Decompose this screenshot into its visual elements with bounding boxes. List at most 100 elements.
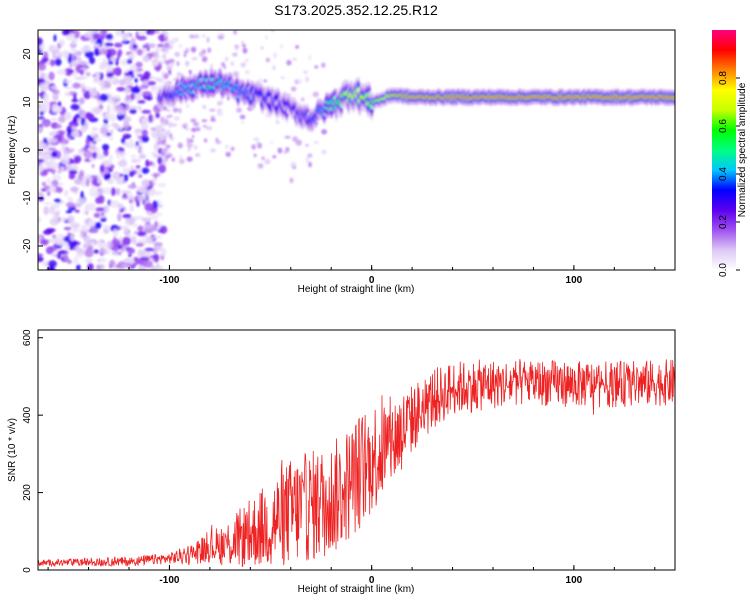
spectrogram-speckle [165,22,169,25]
spectrogram-noise-cell [137,195,147,201]
spectrogram-noise-cell [74,76,85,80]
spectrogram-noise-cell [54,51,62,57]
spectrogram-speckle [162,142,168,146]
spectrogram-speckle [321,62,326,68]
spectrogram-noise-cell [150,131,154,137]
spectrogram-noise-cell [64,189,68,197]
spectrogram-noise-cell [79,109,86,117]
spectrogram-speckle [225,144,229,150]
spectrogram-speckle [232,52,238,57]
snr-y-tick-label: 400 [22,406,33,423]
spectrogram-noise-cell [118,79,126,86]
spectrogram-speckle [174,51,180,57]
spectrogram-speckle [186,156,193,162]
spectrogram-noise-cell [38,151,44,157]
spectrogram-speckle [169,114,173,118]
spectrogram-noise-cell [67,231,71,237]
spectrogram-speckle [161,152,167,156]
spectrogram-noise-cell [122,225,129,231]
spectrogram-noise-cell [94,221,102,230]
spectrogram-noise-cell [136,97,140,101]
spectrogram-speckle [314,65,319,69]
spectrogram-noise-cell [105,242,110,248]
spectrogram-speckle [277,147,283,154]
spectrogram-speckle [251,144,256,150]
spectrogram-noise-cell [117,160,128,168]
spectrogram-noise-cell [56,69,67,75]
spectrogram-speckle [272,155,277,159]
spectrogram-noise-cell [135,141,139,147]
spectrogram-noise-cell [54,58,62,66]
spectrogram-noise-cell [91,126,99,132]
spectrogram-noise-cell [51,151,58,158]
spectrogram-noise-cell [78,97,85,105]
spectrogram-speckle [216,100,223,106]
spectrogram-noise-cell [94,43,101,48]
spectrogram-noise-cell [86,178,90,187]
spectrogram-noise-cell [63,226,72,231]
spectrogram-y-tick-label: 20 [22,48,33,60]
spectrogram-noise-cell [115,187,121,196]
spectrogram-noise-cell [38,234,43,242]
spectrogram-noise-cell [132,44,138,50]
spectrogram-noise-cell [83,147,89,152]
spectrogram-noise-cell [152,161,156,169]
spectrogram-speckle [164,42,170,48]
spectrogram-noise-cell [129,138,134,143]
spectrogram-speckle [166,152,171,155]
spectrogram-noise-cell [151,265,157,270]
spectrogram-speckle [308,54,312,61]
spectrogram-noise-cell [126,58,133,65]
spectrogram-noise-cell [125,141,136,149]
spectrogram-noise-cell [80,224,87,232]
colorbar-label: Normalized spectral amplitude [737,82,748,217]
spectrogram-noise-cell [75,65,83,74]
spectrogram-noise-cell [135,242,145,247]
spectrogram-noise-cell [144,247,155,252]
spectrogram-noise-cell [103,229,110,234]
spectrogram-noise-cell [80,67,89,71]
spectrogram-speckle [160,161,167,166]
spectrogram-speckle [161,25,166,30]
spectrogram-noise-cell [85,137,90,147]
spectrogram-speckle [193,34,200,39]
spectrogram-noise-cell [49,59,56,67]
spectrogram-speckle [173,116,181,121]
snr-frame [37,329,676,571]
spectrogram-speckle [300,97,305,102]
spectrogram-noise-cell [47,260,57,268]
spectrogram-y-axis-label: Frequency (Hz) [7,116,18,185]
spectrogram-speckle [272,52,278,59]
spectrogram-noise-cell [136,200,140,207]
spectrogram-noise-cell [152,191,163,196]
spectrogram-noise-cell [150,85,157,92]
spectrogram-noise-cell [148,113,153,123]
spectrogram-noise-cell [38,216,42,223]
spectrogram-noise-cell [38,143,43,150]
spectrogram-speckle [179,155,183,161]
spectrogram-noise-cell [157,183,167,187]
spectrogram-noise-cell [145,42,150,49]
spectrogram-speckle [176,61,180,66]
spectrogram-speckle [230,61,234,66]
spectrogram-noise-cell [73,155,82,163]
spectrogram-noise-cell [124,229,129,235]
spectrogram-noise-cell [73,93,77,100]
snr-y-tick-label: 200 [22,484,33,501]
spectrogram-noise-cell [111,252,120,256]
spectrogram-speckle [215,137,219,142]
spectrogram-speckle [239,114,246,120]
spectrogram-speckle [206,126,213,131]
spectrogram-noise-cell [109,200,120,209]
spectrogram-noise-cell [115,264,121,268]
spectrogram-noise-cell [119,248,125,253]
spectrogram-noise-cell [72,82,81,89]
spectrogram-noise-cell [41,121,51,126]
spectrogram-x-tick-label: -100 [159,275,179,286]
spectrogram-speckle [165,60,171,66]
spectrogram-noise-cell [70,233,75,242]
spectrogram-speckle [244,58,249,63]
spectrogram-speckle [189,34,195,39]
spectrogram-noise-cell [122,167,132,174]
